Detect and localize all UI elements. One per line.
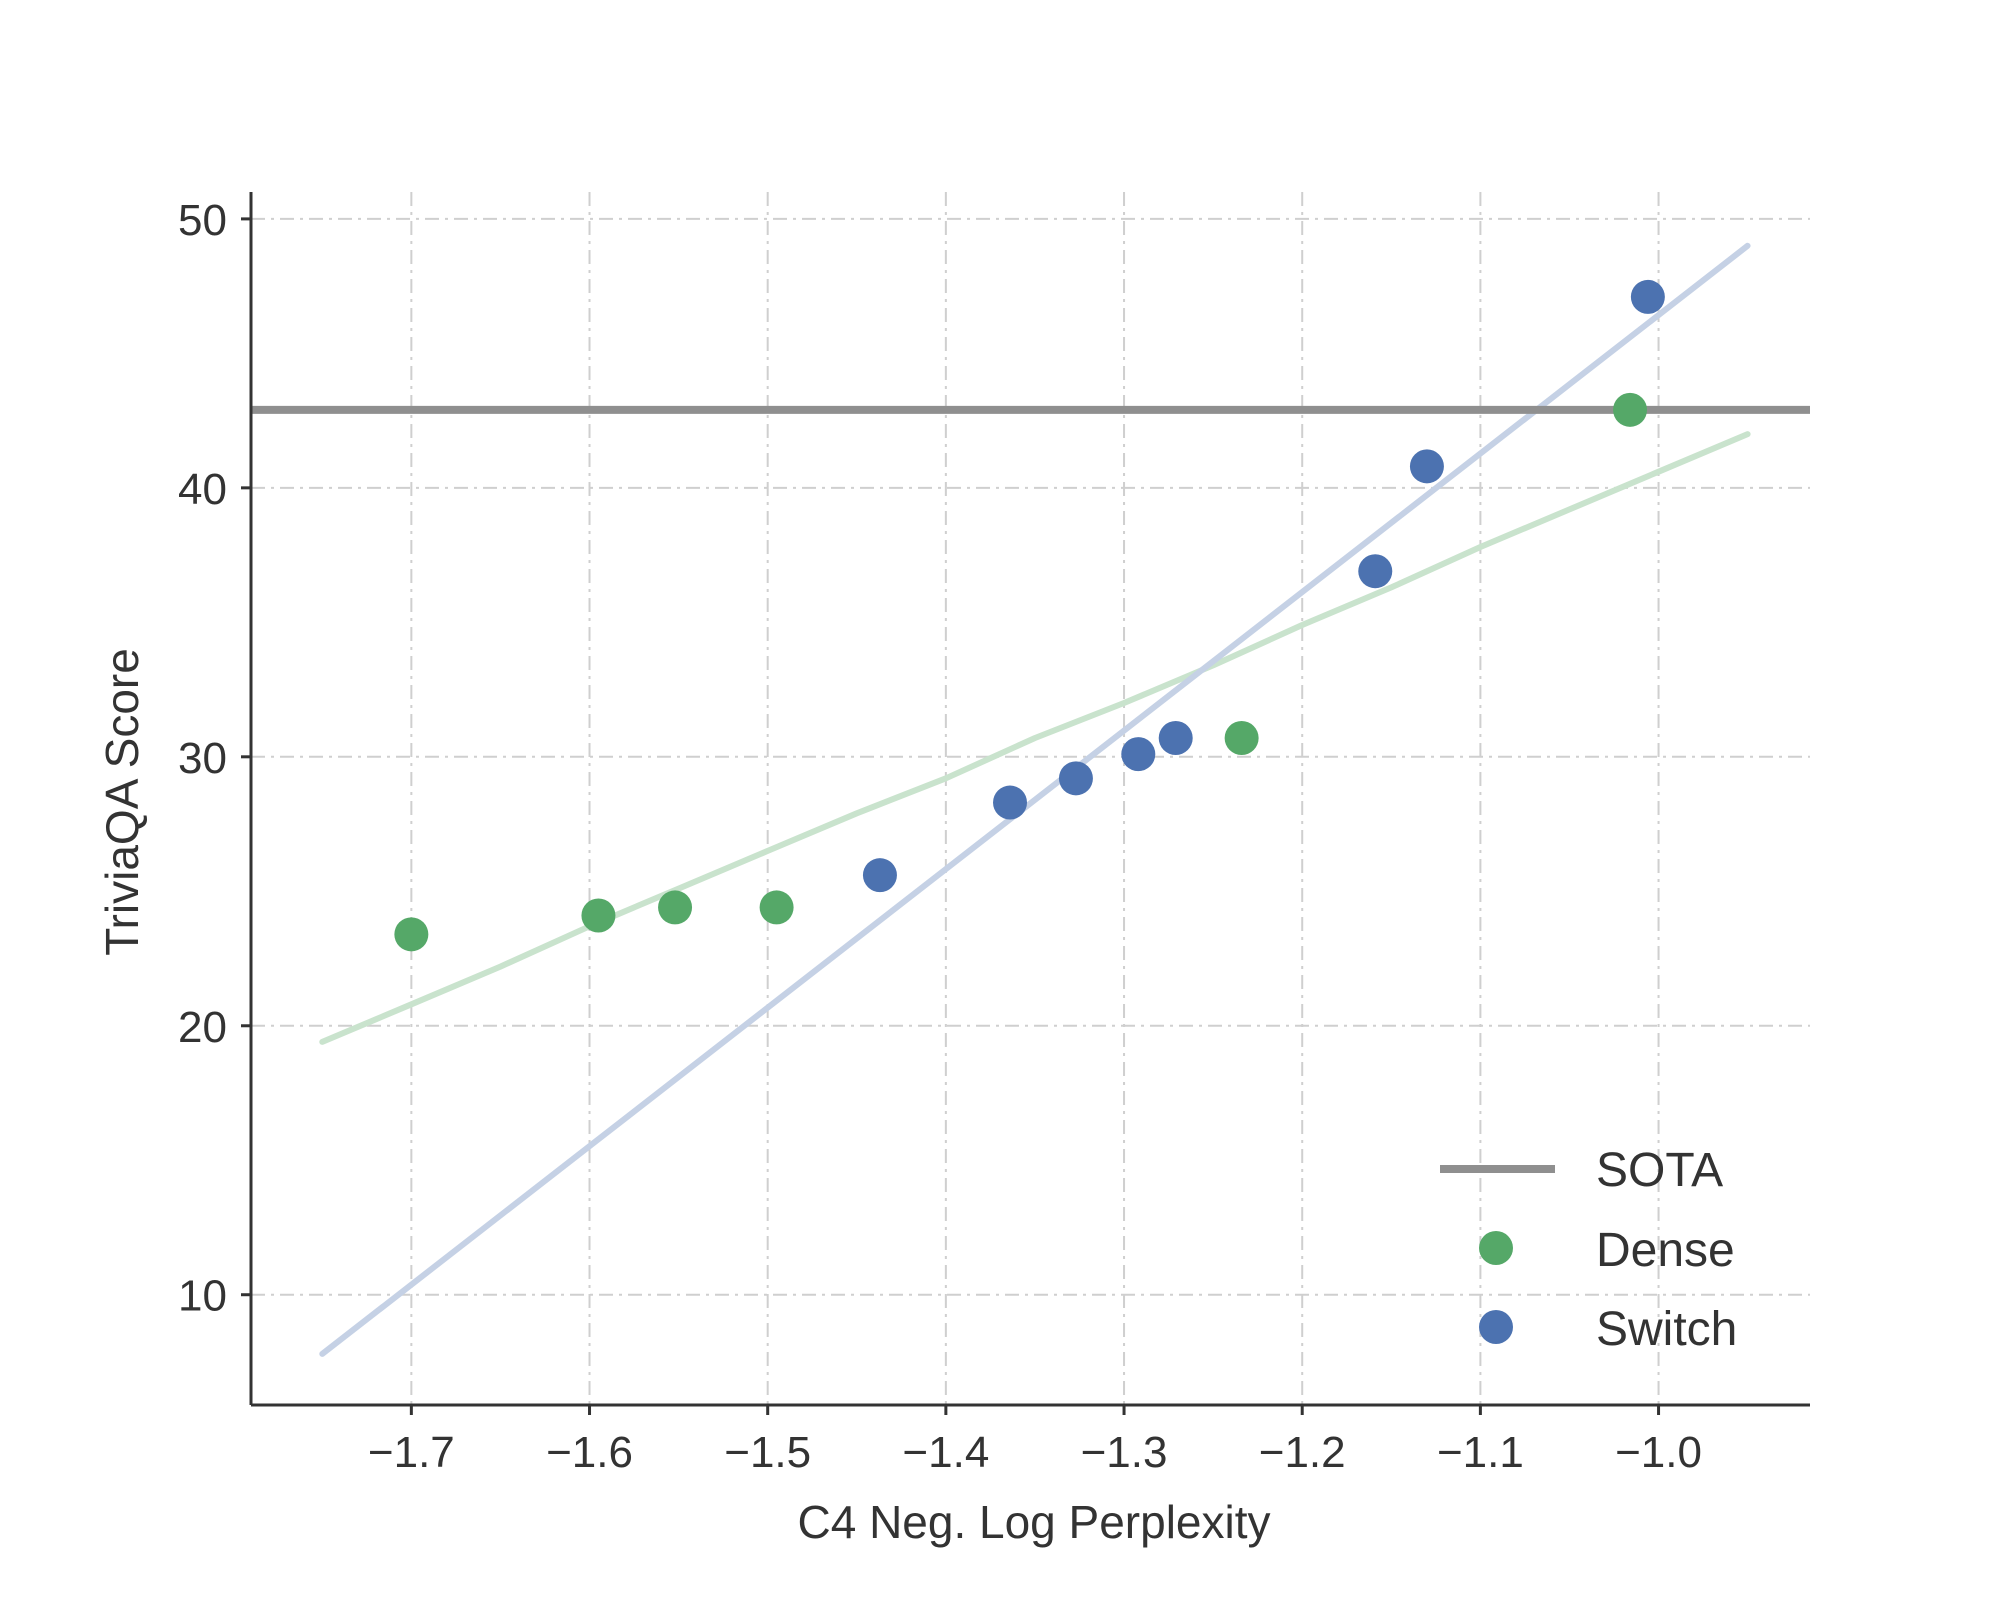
data-points	[394, 279, 1665, 952]
x-tick-label: −1.1	[1437, 1428, 1524, 1477]
legend-dense-label: Dense	[1596, 1224, 1735, 1277]
switch-point	[1158, 720, 1193, 755]
x-tick-label: −1.6	[546, 1428, 633, 1477]
x-tick-label: −1.5	[724, 1428, 811, 1477]
grid-layer	[251, 192, 1810, 1405]
tick-labels: −1.7 −1.6 −1.5 −1.4 −1.3 −1.2 −1.1 −1.0 10 20 30 40…	[178, 196, 1702, 1477]
switch-point	[1358, 554, 1393, 589]
x-tick-label: −1.3	[1081, 1428, 1168, 1477]
y-tick-label: 10	[178, 1272, 227, 1321]
y-tick-label: 20	[178, 1003, 227, 1052]
dense-point	[581, 898, 616, 933]
x-tick-label: −1.7	[368, 1428, 455, 1477]
legend-switch-label: Switch	[1596, 1303, 1737, 1356]
y-axis-title: TriviaQA Score	[96, 648, 148, 956]
fit-lines	[319, 242, 1751, 1357]
switch-point	[1409, 449, 1444, 484]
legend: SOTA Dense Switch	[1440, 1144, 1737, 1356]
switch-point	[862, 858, 897, 893]
legend-switch-swatch	[1479, 1310, 1513, 1344]
x-tick-label: −1.4	[902, 1428, 989, 1477]
switch-fit-line	[319, 242, 1751, 1357]
switch-point	[993, 785, 1028, 820]
switch-point	[1058, 761, 1093, 796]
x-axis-title: C4 Neg. Log Perplexity	[797, 1496, 1270, 1548]
dense-point	[1613, 392, 1648, 427]
dense-point	[394, 917, 429, 952]
dense-point	[1224, 720, 1259, 755]
x-tick-label: −1.0	[1615, 1428, 1702, 1477]
axes	[241, 192, 1810, 1415]
dense-point	[658, 890, 693, 925]
legend-dense-swatch	[1479, 1231, 1513, 1265]
x-tick-label: −1.2	[1259, 1428, 1346, 1477]
y-tick-label: 30	[178, 734, 227, 783]
switch-point	[1630, 279, 1665, 314]
legend-sota-label: SOTA	[1596, 1144, 1723, 1197]
dense-point	[759, 890, 794, 925]
switch-point	[1121, 737, 1156, 772]
y-tick-label: 50	[178, 196, 227, 245]
dense-fit-line	[319, 431, 1751, 1045]
y-tick-label: 40	[178, 465, 227, 514]
